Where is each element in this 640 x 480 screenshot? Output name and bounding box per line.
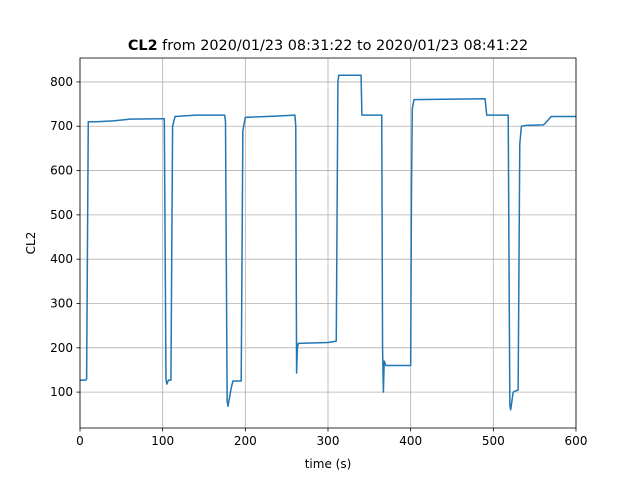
y-tick-label: 800 <box>50 75 73 89</box>
title-range: from 2020/01/23 08:31:22 to 2020/01/23 0… <box>162 38 528 54</box>
x-tick-label: 100 <box>151 434 174 448</box>
y-tick-label: 200 <box>50 341 73 355</box>
y-tick-label: 500 <box>50 208 73 222</box>
x-tick-label: 300 <box>317 434 340 448</box>
y-tick-label: 300 <box>50 296 73 310</box>
plot-frame <box>79 57 577 429</box>
x-axis-label: time (s) <box>305 457 352 471</box>
y-tick-label: 400 <box>50 252 73 266</box>
x-tick-label: 500 <box>482 434 505 448</box>
y-axis-label: CL2 <box>24 232 38 255</box>
chart-title: CL2 from 2020/01/23 08:31:22 to 2020/01/… <box>128 38 528 54</box>
title-name: CL2 <box>128 38 158 54</box>
x-tick-label: 400 <box>399 434 422 448</box>
y-tick-label: 100 <box>50 385 73 399</box>
x-tick-label: 0 <box>76 434 84 448</box>
y-tick-label: 600 <box>50 164 73 178</box>
x-tick-label: 600 <box>565 434 588 448</box>
data-line <box>80 74 576 411</box>
y-tick-label: 700 <box>50 119 73 133</box>
x-tick-label: 200 <box>234 434 257 448</box>
